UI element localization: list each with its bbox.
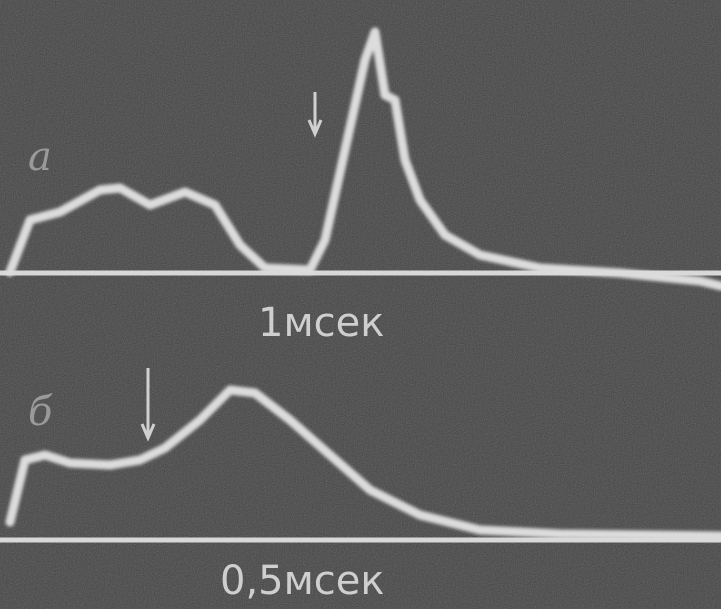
scale-label: 1мсек xyxy=(258,300,384,346)
oscillogram: а 1мсек б 0,5мсек xyxy=(0,0,721,609)
panel-label: а xyxy=(28,134,52,180)
scale-label: 0,5мсек xyxy=(220,558,385,604)
panel-label: б xyxy=(28,389,53,435)
